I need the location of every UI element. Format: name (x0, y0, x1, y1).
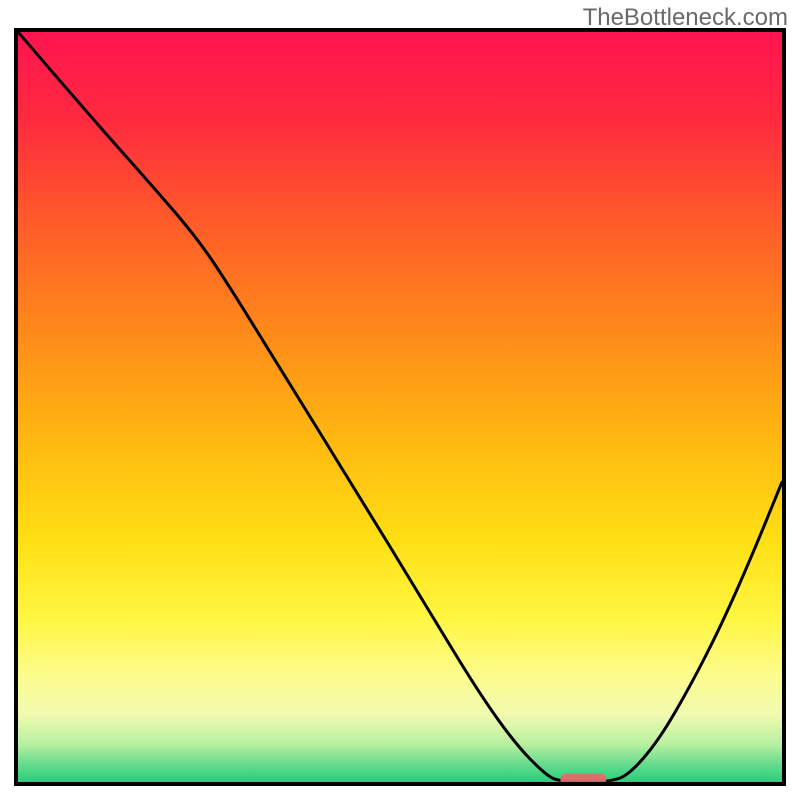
chart-svg (18, 32, 782, 782)
chart-background (18, 32, 782, 782)
optimum-marker (560, 774, 606, 782)
watermark-text: TheBottleneck.com (583, 4, 788, 32)
chart-frame (14, 28, 786, 786)
